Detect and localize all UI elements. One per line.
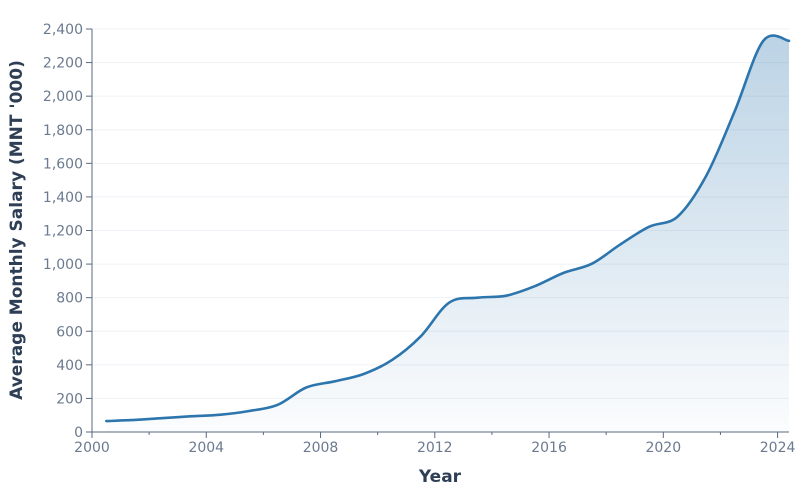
x-tick-label: 2016 (531, 440, 567, 456)
x-tick-label: 2020 (645, 440, 681, 456)
y-tick-label: 200 (56, 391, 83, 407)
x-tick-label: 2024 (760, 440, 796, 456)
y-tick-label: 1,400 (43, 190, 83, 206)
x-axis-title: Year (418, 467, 462, 487)
x-tick-label: 2008 (303, 440, 339, 456)
x-tick-label: 2004 (188, 440, 224, 456)
y-tick-label: 2,000 (43, 89, 83, 105)
x-tick-label: 2000 (74, 440, 110, 456)
y-tick-label: 2,400 (43, 22, 83, 38)
y-tick-label: 1,200 (43, 224, 83, 240)
area-layer (105, 34, 791, 433)
gridlines (92, 28, 789, 399)
y-axis-title: Average Monthly Salary (MNT '000) (7, 60, 27, 400)
x-tick-label: 2012 (417, 440, 453, 456)
y-tick-label: 1,600 (43, 156, 83, 172)
y-tick-label: 600 (56, 324, 83, 340)
y-tick-label: 0 (74, 425, 83, 441)
x-axis-ticks: 2000 2004 2008 2012 2016 2020 2024 (74, 432, 795, 456)
y-tick-label: 800 (56, 291, 83, 307)
y-tick-label: 1,800 (43, 123, 83, 139)
salary-line (105, 34, 791, 423)
y-tick-label: 400 (56, 358, 83, 374)
salary-area-fill (106, 35, 790, 433)
y-axis-ticks: 0 200 400 600 800 1,000 1,200 1,400 1,600 1,800 2,… (43, 22, 92, 441)
y-tick-label: 1,000 (43, 257, 83, 273)
y-tick-label: 2,200 (43, 56, 83, 72)
